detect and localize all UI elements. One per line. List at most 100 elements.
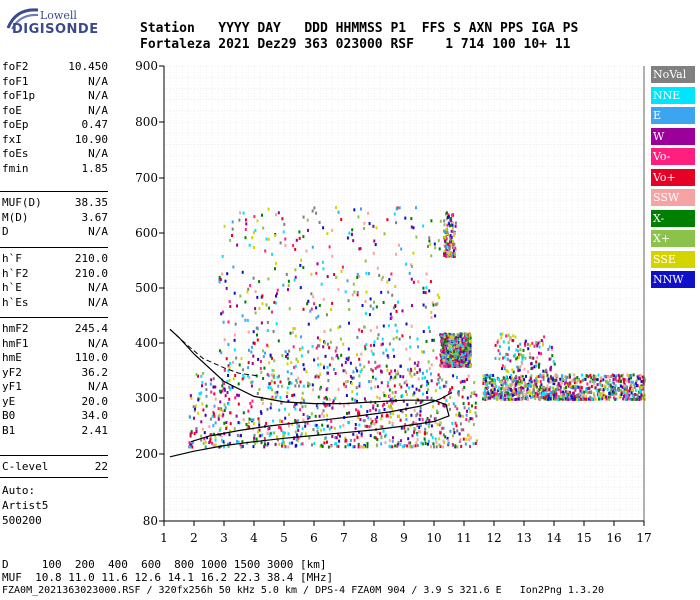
- echo-point: [515, 382, 518, 386]
- echo-point: [323, 396, 326, 400]
- echo-point: [499, 332, 502, 336]
- echo-point: [317, 375, 320, 379]
- echo-point: [360, 368, 363, 372]
- echo-point: [459, 332, 462, 336]
- echo-point: [535, 340, 538, 344]
- echo-point: [553, 393, 556, 397]
- echo-point: [561, 395, 564, 399]
- echo-point: [229, 238, 232, 242]
- echo-point: [286, 356, 289, 360]
- echo-point: [367, 360, 370, 364]
- echo-point: [467, 374, 470, 378]
- echo-point: [549, 397, 552, 401]
- echo-point: [611, 373, 614, 377]
- echo-point: [392, 436, 394, 440]
- echo-point: [244, 318, 247, 322]
- echo-point: [561, 374, 564, 378]
- echo-point: [318, 414, 321, 418]
- echo-point: [209, 437, 212, 441]
- echo-point: [332, 401, 335, 405]
- echo-point: [209, 433, 212, 437]
- echo-point: [472, 423, 475, 426]
- echo-point: [516, 380, 519, 383]
- echo-point: [620, 393, 623, 396]
- echo-point: [200, 374, 203, 378]
- echo-point: [345, 380, 347, 384]
- echo-point: [221, 414, 224, 418]
- echo-point: [366, 442, 369, 445]
- echo-point: [517, 355, 520, 359]
- echo-point: [542, 378, 545, 382]
- echo-point: [301, 442, 304, 446]
- echo-point: [251, 236, 254, 240]
- echo-point: [360, 432, 363, 436]
- echo-point: [348, 308, 351, 311]
- param-row: hmE 110.0: [2, 351, 108, 365]
- echo-point: [364, 399, 367, 403]
- echo-point: [212, 377, 215, 381]
- echo-point: [442, 426, 445, 430]
- echo-point: [296, 422, 299, 426]
- echo-point: [595, 378, 598, 382]
- echo-point: [443, 239, 446, 243]
- echo-point: [502, 387, 505, 391]
- echo-point: [254, 290, 257, 294]
- echo-point: [193, 416, 195, 420]
- echo-point: [449, 238, 452, 242]
- echo-point: [623, 384, 626, 388]
- echo-point: [222, 381, 224, 385]
- echo-point: [352, 445, 355, 449]
- echo-point: [532, 384, 535, 388]
- echo-point: [395, 336, 398, 340]
- echo-point: [443, 433, 445, 437]
- echo-point: [417, 345, 419, 349]
- echo-point: [322, 414, 325, 418]
- echo-point: [598, 397, 600, 401]
- echo-point: [281, 217, 284, 221]
- echo-point: [271, 310, 273, 314]
- echo-point: [443, 254, 446, 257]
- param-value: 20.0: [81, 394, 109, 408]
- echo-point: [524, 341, 527, 345]
- echo-point: [608, 378, 611, 382]
- echo-point: [627, 374, 630, 378]
- echo-point: [554, 378, 557, 382]
- echo-point: [496, 397, 499, 401]
- echo-point: [308, 436, 311, 440]
- echo-point: [320, 443, 323, 447]
- echo-point: [400, 426, 403, 430]
- echo-point: [505, 379, 508, 383]
- echo-point: [388, 388, 391, 392]
- echo-point: [469, 344, 472, 348]
- echo-point: [222, 440, 225, 444]
- echo-point: [234, 396, 237, 400]
- echo-point: [438, 443, 441, 447]
- echo-point: [325, 388, 328, 392]
- echo-point: [282, 283, 285, 287]
- echo-point: [517, 349, 520, 353]
- echo-point: [614, 384, 617, 388]
- echo-point: [560, 395, 563, 399]
- echo-point: [287, 424, 290, 428]
- echo-point: [213, 404, 216, 408]
- echo-point: [469, 356, 472, 359]
- param-value: 110.0: [74, 351, 108, 364]
- echo-point: [270, 402, 273, 406]
- echo-point: [224, 394, 227, 398]
- echo-point: [288, 413, 290, 416]
- echo-point: [294, 419, 297, 423]
- echo-point: [290, 361, 293, 365]
- echo-point: [328, 427, 331, 431]
- echo-point: [442, 348, 445, 352]
- echo-point: [462, 437, 465, 441]
- echo-point: [529, 343, 532, 347]
- echo-point: [494, 382, 497, 386]
- echo-point: [373, 239, 376, 243]
- echo-point: [422, 330, 425, 333]
- echo-point: [349, 361, 352, 365]
- echo-point: [273, 359, 276, 363]
- echo-point: [210, 390, 213, 394]
- echo-point: [450, 344, 453, 348]
- echo-point: [568, 396, 571, 400]
- echo-point: [432, 338, 435, 342]
